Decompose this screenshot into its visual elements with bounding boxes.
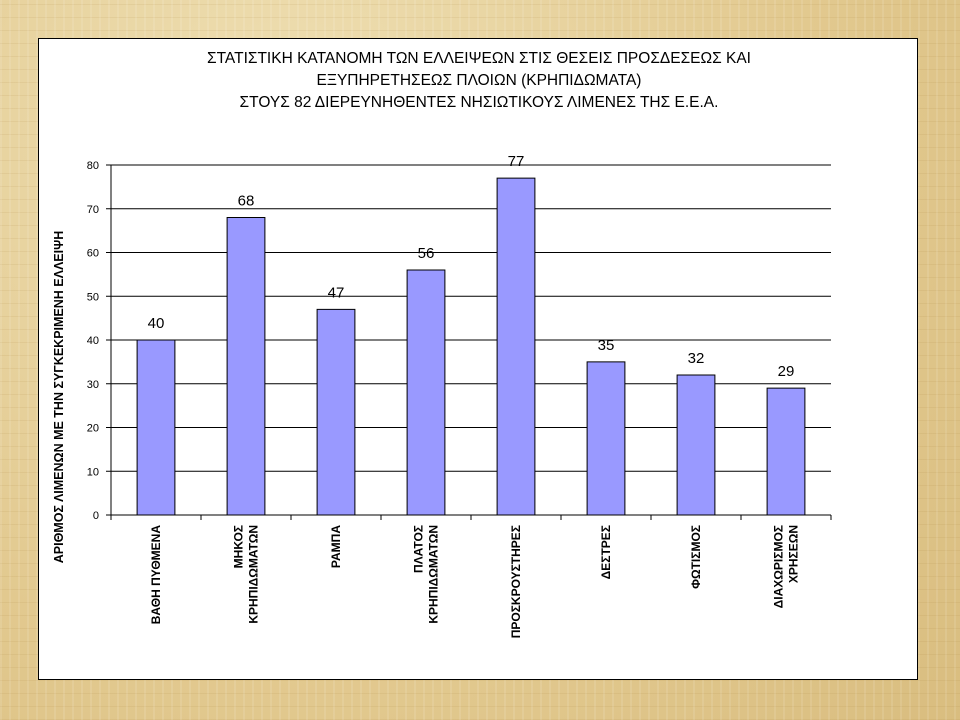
x-category-label: ΚΡΗΠΙΔΩΜΑΤΩΝ bbox=[247, 525, 261, 624]
y-tick-label: 40 bbox=[87, 335, 99, 347]
bar-value-label: 68 bbox=[238, 193, 255, 210]
x-category-label: ΔΕΣΤΡΕΣ bbox=[599, 525, 613, 579]
y-tick-label: 0 bbox=[93, 510, 99, 522]
gridlines bbox=[111, 164, 831, 472]
y-tick-label: 20 bbox=[87, 423, 99, 435]
bar bbox=[586, 361, 626, 516]
bar bbox=[316, 308, 356, 516]
bar-value-label: 32 bbox=[688, 350, 705, 367]
bar-value-label: 35 bbox=[598, 337, 615, 354]
x-category-label: ΧΡΗΣΕΩΝ bbox=[787, 525, 801, 583]
x-category-label: ΜΗΚΟΣ bbox=[232, 525, 246, 568]
bar bbox=[676, 374, 716, 516]
y-tick-label: 70 bbox=[87, 204, 99, 216]
bar-value-label: 56 bbox=[418, 245, 435, 262]
x-category-label: ΔΙΑΧΩΡΙΣΜΟΣ bbox=[772, 525, 786, 608]
chart-frame: ΣΤΑΤΙΣΤΙΚΗ ΚΑΤΑΝΟΜΗ ΤΩΝ ΕΛΛΕΙΨΕΩΝ ΣΤΙΣ Θ… bbox=[38, 38, 918, 680]
y-tick-label: 30 bbox=[87, 379, 99, 391]
y-tick-label: 80 bbox=[87, 160, 99, 172]
bars bbox=[136, 177, 806, 516]
x-category-label: ΒΑΘΗ ΠΥΘΜΕΝΑ bbox=[149, 525, 163, 625]
bar bbox=[766, 387, 806, 516]
y-tick-label: 50 bbox=[87, 291, 99, 303]
y-axis-title: ΑΡΙΘΜΟΣ ΛΙΜΕΝΩΝ ΜΕ ΤΗΝ ΣΥΓΚΕΚΡΙΜΕΝΗ ΕΛΛΕ… bbox=[52, 231, 66, 564]
y-tick-label: 10 bbox=[87, 466, 99, 478]
bar-value-label: 77 bbox=[508, 153, 525, 170]
bar bbox=[406, 269, 446, 516]
chart-title: ΣΤΑΤΙΣΤΙΚΗ ΚΑΤΑΝΟΜΗ ΤΩΝ ΕΛΛΕΙΨΕΩΝ ΣΤΙΣ Θ… bbox=[39, 48, 919, 114]
chart-title-line: ΕΞΥΠΗΡΕΤΗΣΕΩΣ ΠΛΟΙΩΝ (ΚΡΗΠΙΔΩΜΑΤΑ) bbox=[316, 72, 642, 89]
x-category-label: ΦΩΤΙΣΜΟΣ bbox=[689, 525, 703, 589]
axes bbox=[106, 164, 832, 520]
chart-title-line: ΣΤΑΤΙΣΤΙΚΗ ΚΑΤΑΝΟΜΗ ΤΩΝ ΕΛΛΕΙΨΕΩΝ ΣΤΙΣ Θ… bbox=[207, 50, 751, 67]
bar bbox=[226, 217, 266, 516]
bar bbox=[496, 177, 536, 516]
bar-value-label: 29 bbox=[778, 363, 795, 380]
bar-value-label: 40 bbox=[148, 315, 165, 332]
bar-value-label: 47 bbox=[328, 284, 345, 301]
x-category-label: ΚΡΗΠΙΔΩΜΑΤΩΝ bbox=[427, 525, 441, 624]
y-tick-label: 60 bbox=[87, 248, 99, 260]
bar bbox=[136, 339, 176, 516]
chart-title-line: ΣΤΟΥΣ 82 ΔΙΕΡΕΥΝΗΘΕΝΤΕΣ ΝΗΣΙΩΤΙΚΟΥΣ ΛΙΜΕ… bbox=[239, 94, 719, 111]
x-category-label: ΠΛΑΤΟΣ bbox=[412, 525, 426, 573]
x-category-label: ΠΡΟΣΚΡΟΥΣΤΗΡΕΣ bbox=[509, 525, 523, 638]
x-category-label: ΡΑΜΠΑ bbox=[329, 525, 343, 568]
